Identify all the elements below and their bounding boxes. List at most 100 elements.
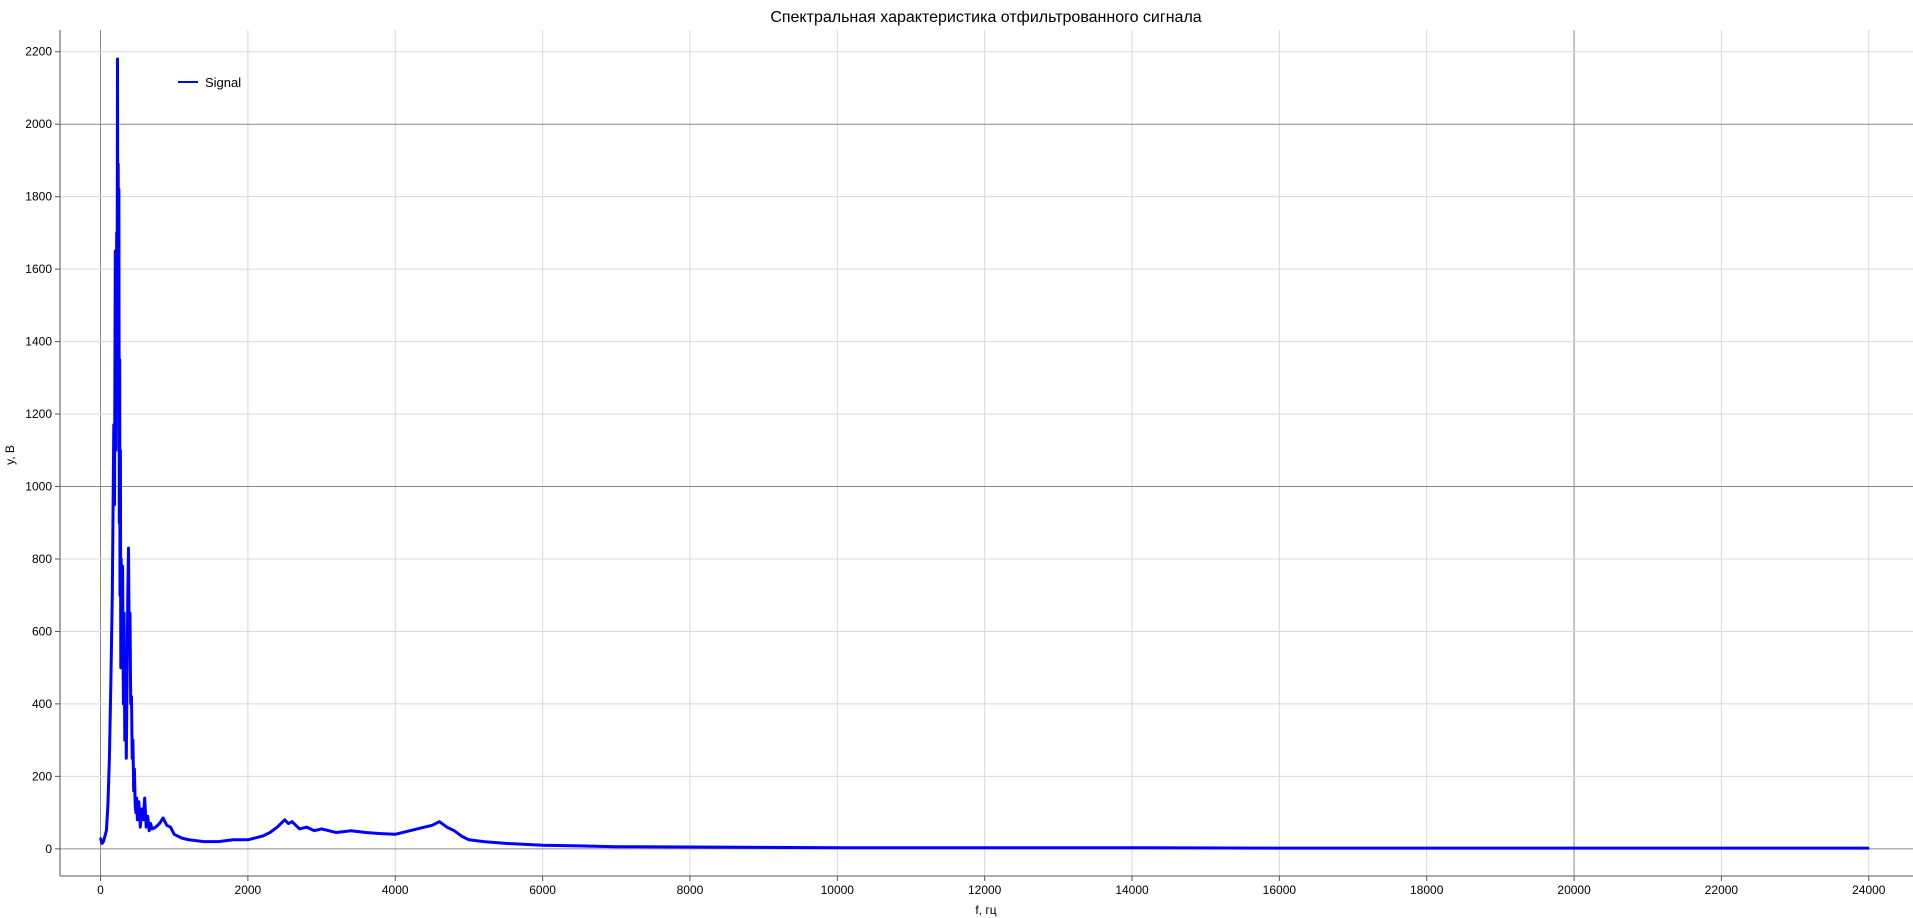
signal-data-point [446,826,448,828]
signal-data-point [126,684,128,687]
y-tick-label: 400 [32,697,52,711]
signal-data-point [118,521,121,524]
signal-data-point [138,800,140,803]
signal-data-point [118,358,121,361]
signal-data-point [142,819,145,821]
signal-data-point [119,449,122,452]
x-tick-label: 4000 [382,883,409,897]
x-tick-label: 22000 [1705,883,1739,897]
y-tick-label: 2200 [25,45,52,59]
signal-data-point [130,695,133,698]
signal-data-point [409,829,411,832]
y-tick-label: 1600 [25,262,52,276]
signal-data-point [126,594,129,597]
signal-data-point [615,845,618,848]
signal-data-point [113,503,116,506]
x-tick-label: 2000 [235,883,262,897]
signal-data-point [364,831,367,834]
signal-data-point [119,666,122,669]
signal-data-point [180,837,183,839]
x-tick-label: 16000 [1263,883,1297,897]
signal-data-point [111,594,114,597]
signal-data-point [129,612,131,615]
signal-data-point [136,819,139,821]
signal-data-point [104,835,106,837]
signal-data-point [114,250,117,252]
legend: Signal [178,75,241,90]
signal-data-point [1573,847,1575,849]
signal-data-point [122,703,125,705]
signal-data-point [151,828,153,830]
signal-data-point [112,424,115,426]
signal-data-point [121,630,123,633]
x-tick-label: 10000 [821,883,855,897]
y-axis-label: y, В [3,445,17,465]
y-tick-label: 600 [32,624,52,638]
signal-data-point [125,757,128,760]
x-tick-label: 14000 [1115,883,1149,897]
signal-data-point [143,797,146,799]
signal-data-point [320,828,323,830]
y-tick-label: 0 [45,842,52,856]
signal-data-point [983,846,986,849]
signal-data-point [460,835,463,837]
signal-data-point [132,790,135,792]
signal-data-point [350,829,352,832]
signal-data-point [247,838,249,841]
signal-data-point [504,842,507,845]
signal-data-point [99,837,102,839]
signal-data-point [202,840,205,843]
signal-data-point [762,846,765,849]
signal-data-point [482,840,485,843]
y-tick-label: 1400 [25,335,52,349]
signal-data-point [135,811,137,814]
signal-data-point [120,558,122,560]
grid [60,30,1913,876]
signal-data-point [149,822,152,825]
signal-data-point [306,826,308,828]
signal-data-point [140,808,143,810]
signal-data-point [431,824,433,827]
signal-data-point [298,828,301,830]
signal-data-point [283,819,286,821]
x-tick-label: 20000 [1557,883,1591,897]
signal-data-point [117,163,120,165]
signal-data-point [110,684,112,687]
ticks: 0 2000 4000 6000 8000 10000 12000 14000 16000 180… [25,45,1886,897]
signal-data-point [146,815,149,818]
signal-data-point [145,826,148,828]
legend-label: Signal [205,75,241,90]
signal-data-point [1425,847,1428,849]
signal-data-point [1867,847,1870,849]
signal-data-point [162,817,164,819]
signal-data-point [124,666,127,669]
signal-data-point [116,58,119,60]
signal-data-point [117,268,119,270]
signal-data-point [135,797,138,799]
signal-data-point [335,831,338,834]
signal-data-point [121,565,124,568]
y-tick-label: 1000 [25,480,52,494]
x-axis-label: f, гц [975,903,996,917]
signal-data-point [101,842,103,845]
x-tick-label: 24000 [1852,883,1886,897]
signal-data-point [188,838,190,841]
signal-data-point [689,846,691,848]
signal-data-point [453,829,455,832]
signal-data-point [166,824,168,827]
labels: Спектральная характеристика отфильтрован… [3,9,1202,917]
signal-data-point [423,826,426,828]
signal-data-point [131,757,134,760]
signal-data-point [128,648,131,651]
signal-data-point [217,840,220,843]
signal-data-point [261,835,264,837]
x-tick-label: 0 [97,883,104,897]
signal-data-point [115,449,117,452]
chart-title: Спектральная характеристика отфильтрован… [770,9,1201,26]
signal-data-point [291,820,293,823]
x-tick-label: 12000 [968,883,1002,897]
signal-data-point [169,826,172,828]
signal-data-point [276,826,279,828]
